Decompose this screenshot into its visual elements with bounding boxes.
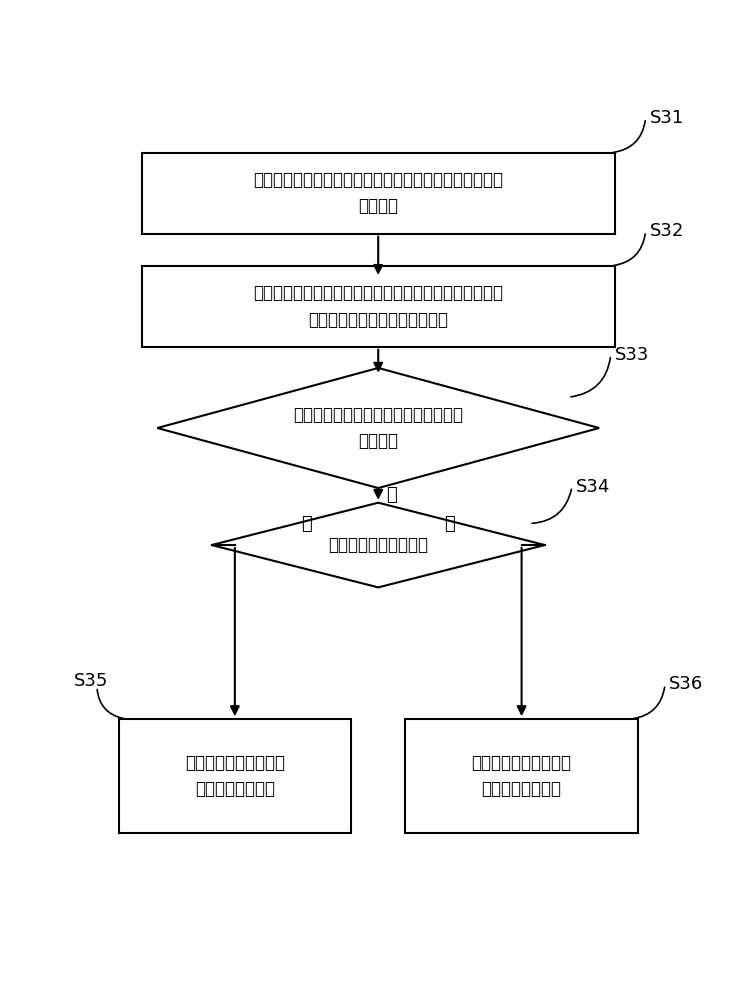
Text: 是: 是	[386, 486, 397, 504]
Polygon shape	[212, 503, 545, 587]
Text: 所述拉力差值大于零？: 所述拉力差值大于零？	[328, 536, 428, 554]
FancyBboxPatch shape	[142, 266, 615, 347]
Text: 控制装置获取拉力传感器获得的提升重物的钉丝绳端的当
前拉力值: 控制装置获取拉力传感器获得的提升重物的钉丝绳端的当 前拉力值	[253, 171, 503, 215]
Text: 所述拉力差值的绝对值大于所述预设拉
力差值？: 所述拉力差值的绝对值大于所述预设拉 力差值？	[293, 406, 463, 450]
Polygon shape	[157, 368, 599, 488]
Text: 是: 是	[301, 515, 312, 533]
Text: 所述控制装置控制卷扬
机的卷筒转速加速: 所述控制装置控制卷扬 机的卷筒转速加速	[472, 754, 572, 798]
Text: S35: S35	[74, 672, 108, 690]
Text: S31: S31	[649, 109, 683, 127]
FancyBboxPatch shape	[142, 153, 615, 234]
Text: 所述控制装置控制卷扬
机的卷筒转速减速: 所述控制装置控制卷扬 机的卷筒转速减速	[184, 754, 285, 798]
FancyBboxPatch shape	[119, 719, 351, 833]
Text: S34: S34	[576, 478, 610, 496]
FancyBboxPatch shape	[405, 719, 638, 833]
Text: S32: S32	[649, 222, 684, 240]
Text: S33: S33	[615, 346, 649, 364]
Text: 所述控制装置将获得的当前拉力值与获得的上一时刻拉力
值进行差值计算，得到拉力差值: 所述控制装置将获得的当前拉力值与获得的上一时刻拉力 值进行差值计算，得到拉力差值	[253, 284, 503, 329]
Text: S36: S36	[669, 675, 703, 693]
Text: 否: 否	[444, 515, 455, 533]
